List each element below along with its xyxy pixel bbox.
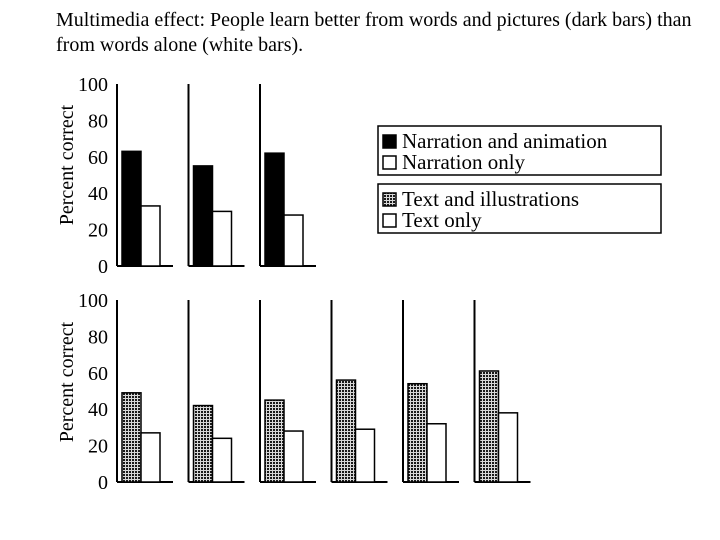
top-dark-bar bbox=[121, 150, 142, 267]
bottom-y-ticks: 0 20 40 60 80 100 bbox=[78, 290, 108, 494]
bottom-dark-bar bbox=[407, 382, 428, 483]
bottom-group-5 bbox=[402, 300, 459, 483]
bottom-y-tick-label: 60 bbox=[88, 363, 108, 385]
bottom-light-bar bbox=[426, 423, 447, 483]
bottom-y-tick-label: 100 bbox=[78, 290, 108, 312]
top-y-tick-label: 60 bbox=[88, 147, 108, 169]
bottom-y-tick-label: 80 bbox=[88, 326, 108, 348]
top-y-tick-label: 20 bbox=[88, 220, 108, 242]
top-y-tick-label: 0 bbox=[98, 256, 108, 278]
bottom-group-3 bbox=[259, 300, 316, 483]
legend-entry: Text only bbox=[402, 208, 482, 232]
top-light-bar bbox=[211, 210, 233, 267]
bottom-group-1 bbox=[116, 300, 173, 483]
top-y-tick-label: 80 bbox=[88, 110, 108, 132]
top-light-bar bbox=[140, 205, 161, 267]
bottom-light-bar bbox=[354, 428, 376, 483]
top-y-tick-label: 100 bbox=[78, 74, 108, 96]
top-light-bar bbox=[283, 214, 304, 267]
top-group-1 bbox=[116, 84, 173, 267]
bottom-y-tick-label: 20 bbox=[88, 436, 108, 458]
bottom-y-tick-label: 0 bbox=[98, 472, 108, 494]
top-y-tick-label: 40 bbox=[88, 183, 108, 205]
bottom-dark-bar bbox=[192, 404, 214, 483]
legend-swatch bbox=[382, 192, 397, 207]
bottom-dark-bar bbox=[478, 370, 500, 483]
bottom-y-axis-label: Percent correct bbox=[56, 321, 78, 442]
bottom-group-4 bbox=[330, 300, 388, 483]
legend-swatch bbox=[382, 155, 397, 170]
bottom-group-6 bbox=[473, 300, 531, 483]
bottom-dark-bar bbox=[264, 399, 285, 483]
top-bar-groups bbox=[116, 84, 316, 267]
chart-title: Multimedia effect: People learn better f… bbox=[56, 9, 692, 56]
bottom-y-axis-label-text: Percent correct bbox=[56, 321, 78, 442]
top-group-3 bbox=[259, 84, 316, 267]
legend-box bbox=[377, 125, 662, 176]
top-dark-bar bbox=[192, 165, 214, 267]
top-y-axis-label-text: Percent correct bbox=[56, 104, 78, 225]
bottom-light-bar bbox=[497, 412, 519, 483]
bottom-dark-bar bbox=[335, 379, 357, 483]
bottom-group-2 bbox=[187, 300, 245, 483]
legend-swatch bbox=[382, 213, 397, 228]
legend-box bbox=[377, 183, 662, 234]
top-y-ticks: 0 20 40 60 80 100 bbox=[78, 74, 108, 278]
bottom-panel: Percent correct 0 20 40 60 80 100 bbox=[56, 290, 531, 494]
top-panel: Percent correct 0 20 40 60 80 100 bbox=[56, 74, 316, 278]
top-dark-bar bbox=[264, 152, 285, 267]
bottom-light-bar bbox=[211, 437, 233, 483]
top-y-axis-label: Percent correct bbox=[56, 104, 78, 225]
bottom-bar-groups bbox=[116, 300, 531, 483]
bottom-light-bar bbox=[283, 430, 304, 483]
bottom-y-tick-label: 40 bbox=[88, 399, 108, 421]
legend-entry: Text and illustrations bbox=[402, 187, 579, 211]
legend-swatch bbox=[382, 134, 397, 149]
bottom-light-bar bbox=[140, 432, 161, 483]
bottom-dark-bar bbox=[121, 392, 142, 483]
top-group-2 bbox=[187, 84, 245, 267]
legend-entry: Narration and animation bbox=[402, 129, 608, 153]
legend-entry: Narration only bbox=[402, 150, 526, 174]
